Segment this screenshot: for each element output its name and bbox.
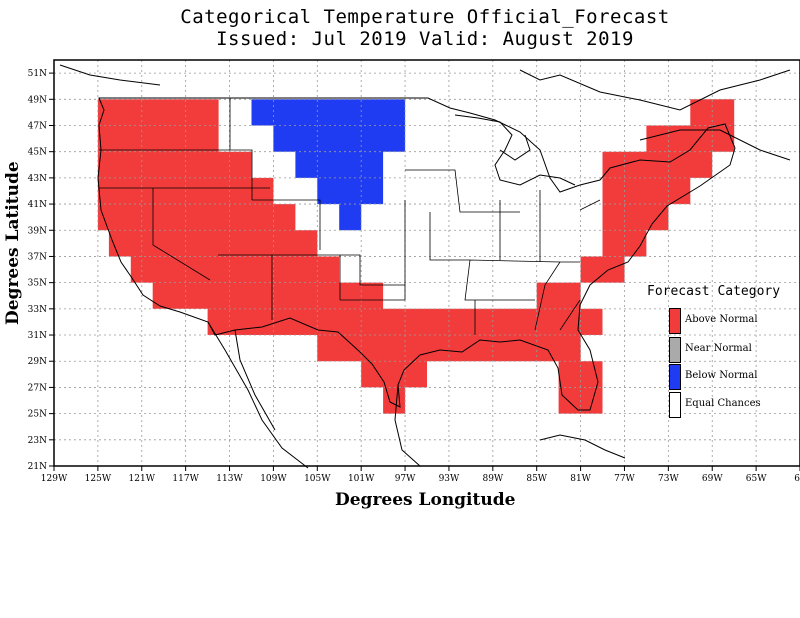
x-tick-label: 69W	[702, 474, 723, 484]
cuba-outline	[539, 434, 626, 459]
x-tick-label: 73W	[658, 474, 679, 484]
x-tick-label: 125W	[85, 474, 112, 484]
x-tick-label: 85W	[526, 474, 547, 484]
x-tick-label: 121W	[129, 474, 156, 484]
y-axis-title: Degrees Latitude	[3, 161, 23, 325]
legend-swatch-equal	[669, 392, 681, 418]
us-outline	[97, 97, 736, 411]
state-borders	[99, 98, 601, 335]
legend-swatch-below	[669, 364, 681, 390]
y-tick-label: 33N	[28, 305, 47, 315]
x-tick-label: 89W	[482, 474, 503, 484]
x-tick-label: 109W	[260, 474, 287, 484]
great-lakes	[454, 114, 576, 186]
y-tick-label: 25N	[28, 410, 47, 420]
y-tick-label: 35N	[28, 279, 47, 289]
y-tick-label: 21N	[28, 462, 47, 472]
x-tick-label: 81W	[570, 474, 591, 484]
y-tick-label: 49N	[28, 95, 47, 105]
mexico-outline	[207, 321, 421, 469]
x-tick-label: 97W	[395, 474, 416, 484]
legend-label-above: Above Normal	[685, 314, 758, 325]
y-tick-label: 41N	[28, 200, 47, 210]
legend-title: Forecast Category	[647, 284, 781, 299]
below-normal-region-0	[251, 99, 406, 231]
y-tick-label: 37N	[28, 252, 47, 262]
x-tick-label: 117W	[172, 474, 199, 484]
legend-swatch-near	[669, 337, 681, 363]
x-axis-title: Degrees Longitude	[335, 490, 516, 510]
above-normal-region-1	[580, 99, 735, 283]
x-tick-label: 129W	[41, 474, 68, 484]
x-tick-label: 77W	[614, 474, 635, 484]
y-tick-label: 27N	[28, 383, 47, 393]
legend-label-below: Below Normal	[685, 370, 758, 381]
map-title: Categorical Temperature Official_Forecas…	[180, 6, 670, 28]
y-tick-label: 31N	[28, 331, 47, 341]
legend-label-near: Near Normal	[685, 343, 752, 354]
coastline-layer	[59, 64, 791, 469]
x-tick-label: 101W	[348, 474, 375, 484]
axes-layer: 129W 125W 121W 117W 113W 109W 105W 101W 97W 93W 89…	[28, 59, 800, 484]
legend-swatch-above	[669, 308, 681, 334]
y-tick-label: 39N	[28, 226, 47, 236]
x-tick-label: 113W	[216, 474, 243, 484]
y-tick-label: 51N	[28, 69, 47, 79]
category-fill-layer	[97, 99, 735, 414]
x-tick-label: 105W	[304, 474, 331, 484]
plot-frame	[53, 59, 800, 467]
x-tick-label: 61	[794, 474, 800, 484]
y-tick-label: 45N	[28, 148, 47, 158]
y-tick-label: 23N	[28, 436, 47, 446]
canada-outline	[59, 64, 791, 161]
x-tick-label: 93W	[439, 474, 460, 484]
y-tick-label: 47N	[28, 121, 47, 131]
y-tick-label: 29N	[28, 357, 47, 367]
x-tick-label: 65W	[746, 474, 767, 484]
legend-label-equal: Equal Chances	[685, 398, 761, 409]
map-subtitle: Issued: Jul 2019 Valid: August 2019	[216, 28, 634, 50]
y-tick-label: 43N	[28, 174, 47, 184]
